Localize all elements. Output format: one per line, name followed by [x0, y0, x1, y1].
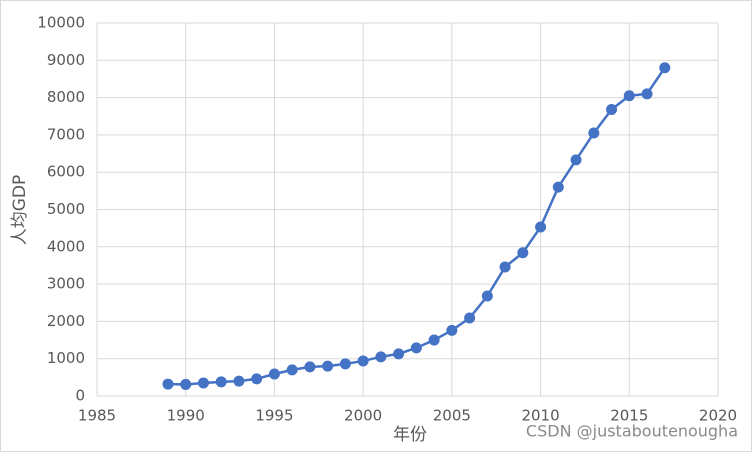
y-tick-label: 9000	[47, 51, 85, 69]
x-tick-label: 1985	[78, 407, 116, 425]
y-tick-label: 4000	[47, 237, 85, 255]
marker	[304, 361, 316, 373]
x-tick-label: 1995	[255, 407, 293, 425]
marker	[641, 88, 653, 100]
marker	[197, 377, 209, 389]
marker	[410, 342, 422, 354]
x-tick-label: 2000	[344, 407, 382, 425]
marker	[535, 221, 547, 233]
x-tick-label: 2020	[699, 407, 737, 425]
y-tick-label: 1000	[47, 349, 85, 367]
watermark: CSDN @justaboutenougha	[526, 422, 738, 441]
x-tick-label: 2015	[610, 407, 648, 425]
x-axis-label: 年份	[393, 425, 427, 445]
marker	[446, 324, 458, 336]
x-tick-label: 2005	[433, 407, 471, 425]
y-tick-label: 8000	[47, 88, 85, 106]
marker	[268, 368, 280, 380]
marker	[286, 364, 298, 376]
marker	[180, 378, 192, 390]
y-tick-label: 10000	[37, 14, 85, 32]
y-tick-label: 2000	[47, 312, 85, 330]
marker	[162, 378, 174, 390]
marker	[481, 290, 493, 302]
marker	[464, 312, 476, 324]
y-tick-label: 7000	[47, 125, 85, 143]
y-tick-label: 0	[75, 387, 85, 405]
marker	[570, 154, 582, 166]
x-tick-label: 2010	[521, 407, 559, 425]
marker	[375, 351, 387, 363]
y-tick-label: 5000	[47, 200, 85, 218]
marker	[623, 90, 635, 102]
marker	[215, 376, 227, 388]
marker	[517, 247, 529, 259]
y-tick-label: 6000	[47, 163, 85, 181]
marker	[428, 334, 440, 346]
y-tick-label: 3000	[47, 275, 85, 293]
y-axis-label: 人均GDP	[10, 175, 30, 246]
marker	[393, 348, 405, 360]
x-tick-label: 1990	[167, 407, 205, 425]
marker	[552, 181, 564, 193]
marker	[322, 360, 334, 372]
marker	[606, 104, 618, 116]
marker	[588, 127, 600, 139]
marker	[251, 373, 263, 385]
marker	[499, 261, 511, 273]
marker	[233, 375, 245, 387]
marker	[357, 355, 369, 367]
marker	[659, 62, 671, 74]
marker	[339, 358, 351, 370]
